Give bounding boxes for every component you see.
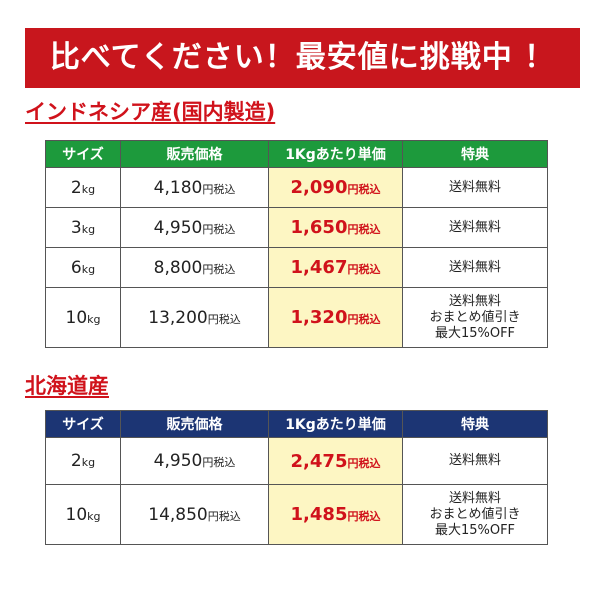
- unit-price-cell: 1,650円税込: [268, 207, 403, 248]
- benefit-line: 送料無料: [448, 179, 501, 195]
- value: 1,320: [290, 307, 348, 328]
- benefit-cell: 送料無料 おまとめ値引き 最大15%OFF: [402, 484, 548, 545]
- unit: 円税込: [347, 510, 381, 523]
- price-cell: 8,800円税込: [120, 247, 269, 288]
- unit-price-cell: 2,090円税込: [268, 167, 403, 208]
- unit: 円税込: [202, 182, 236, 196]
- value: 4,950: [153, 217, 203, 238]
- benefit-line: 送料無料: [448, 259, 501, 275]
- value: 2,475: [290, 450, 348, 472]
- header-cell: サイズ: [45, 410, 121, 438]
- unit: 円税込: [202, 262, 236, 276]
- unit: 円税込: [207, 509, 241, 523]
- size-cell: 3kg: [45, 207, 121, 248]
- unit: 円税込: [347, 223, 381, 236]
- header-cell: 特典: [402, 140, 548, 168]
- unit: 円税込: [347, 456, 381, 470]
- value: 4,950: [153, 451, 203, 471]
- benefit-cell: 送料無料: [402, 167, 548, 208]
- unit-price-cell: 1,467円税込: [268, 247, 403, 288]
- benefit-line: 最大15%OFF: [434, 522, 516, 538]
- benefit-cell: 送料無料: [402, 437, 548, 485]
- unit: kg: [81, 222, 96, 236]
- value: 6: [70, 257, 82, 278]
- price-cell: 4,950円税込: [120, 437, 269, 485]
- unit: 円税込: [207, 312, 241, 326]
- banner: 比べてください！最安値に挑戦中 ！: [25, 28, 580, 88]
- header-row: サイズ 販売価格 1Kgあたり単価 特典: [45, 410, 548, 438]
- header-cell: 1Kgあたり単価: [268, 140, 403, 168]
- row: 2kg 4,950円税込 2,475円税込 送料無料: [45, 437, 548, 485]
- unit: 円税込: [347, 183, 381, 196]
- unit-price-cell: 1,320円税込: [268, 287, 403, 348]
- price-cell: 14,850円税込: [120, 484, 269, 545]
- unit: kg: [87, 312, 101, 326]
- unit: kg: [87, 509, 101, 523]
- unit: 円税込: [347, 263, 381, 276]
- unit: kg: [81, 456, 96, 469]
- size-cell: 6kg: [45, 247, 121, 288]
- size-cell: 2kg: [45, 437, 121, 485]
- benefit-cell: 送料無料: [402, 247, 548, 288]
- value: 4,180: [153, 177, 203, 198]
- section-title: インドネシア産(国内製造): [25, 100, 276, 124]
- header-cell: サイズ: [45, 140, 121, 168]
- price-cell: 13,200円税込: [120, 287, 269, 348]
- unit: kg: [81, 182, 96, 196]
- price-table: サイズ 販売価格 1Kgあたり単価 特典 2kg 4,950円税込 2,475円税込 送料無料…: [45, 410, 548, 545]
- row: 3kg 4,950円税込 1,650円税込 送料無料: [45, 207, 548, 248]
- row: 10kg 13,200円税込 1,320円税込 送料無料 おまとめ値引き 最大15%OFF: [45, 287, 548, 348]
- value: 10: [65, 307, 88, 328]
- value: 1,650: [290, 217, 348, 238]
- benefit-line: おまとめ値引き: [429, 506, 521, 522]
- unit-price-cell: 1,485円税込: [268, 484, 403, 545]
- value: 2: [70, 451, 82, 471]
- section-title: 北海道産: [25, 374, 109, 398]
- row: 10kg 14,850円税込 1,485円税込 送料無料 おまとめ値引き 最大15%OFF: [45, 484, 548, 545]
- unit: 円税込: [202, 456, 236, 469]
- benefit-line: 送料無料: [448, 490, 501, 506]
- value: 1,485: [290, 504, 348, 525]
- price-cell: 4,950円税込: [120, 207, 269, 248]
- benefit-cell: 送料無料: [402, 207, 548, 248]
- benefit-line: 最大15%OFF: [434, 325, 516, 341]
- header-cell: 販売価格: [120, 410, 269, 438]
- benefit-line: 送料無料: [448, 453, 501, 468]
- value: 2,090: [290, 177, 348, 198]
- benefit-line: 送料無料: [448, 293, 501, 309]
- benefit-line: 送料無料: [448, 219, 501, 235]
- header-row: サイズ 販売価格 1Kgあたり単価 特典: [45, 140, 548, 168]
- value: 14,850: [148, 504, 208, 525]
- price-cell: 4,180円税込: [120, 167, 269, 208]
- size-cell: 10kg: [45, 287, 121, 348]
- size-cell: 2kg: [45, 167, 121, 208]
- header-cell: 1Kgあたり単価: [268, 410, 403, 438]
- benefit-line: おまとめ値引き: [429, 309, 521, 325]
- header-cell: 特典: [402, 410, 548, 438]
- value: 3: [70, 217, 82, 238]
- unit: 円税込: [202, 222, 236, 236]
- price-table: サイズ 販売価格 1Kgあたり単価 特典 2kg 4,180円税込 2,090円税込 送料無料…: [45, 140, 548, 348]
- header-cell: 販売価格: [120, 140, 269, 168]
- value: 13,200: [148, 307, 208, 328]
- value: 1,467: [290, 257, 348, 278]
- row: 2kg 4,180円税込 2,090円税込 送料無料: [45, 167, 548, 208]
- unit-price-cell: 2,475円税込: [268, 437, 403, 485]
- row: 6kg 8,800円税込 1,467円税込 送料無料: [45, 247, 548, 288]
- size-cell: 10kg: [45, 484, 121, 545]
- value: 10: [65, 504, 88, 525]
- unit: kg: [81, 262, 96, 276]
- value: 8,800: [153, 257, 203, 278]
- benefit-cell: 送料無料 おまとめ値引き 最大15%OFF: [402, 287, 548, 348]
- value: 2: [70, 177, 82, 198]
- unit: 円税込: [347, 313, 381, 326]
